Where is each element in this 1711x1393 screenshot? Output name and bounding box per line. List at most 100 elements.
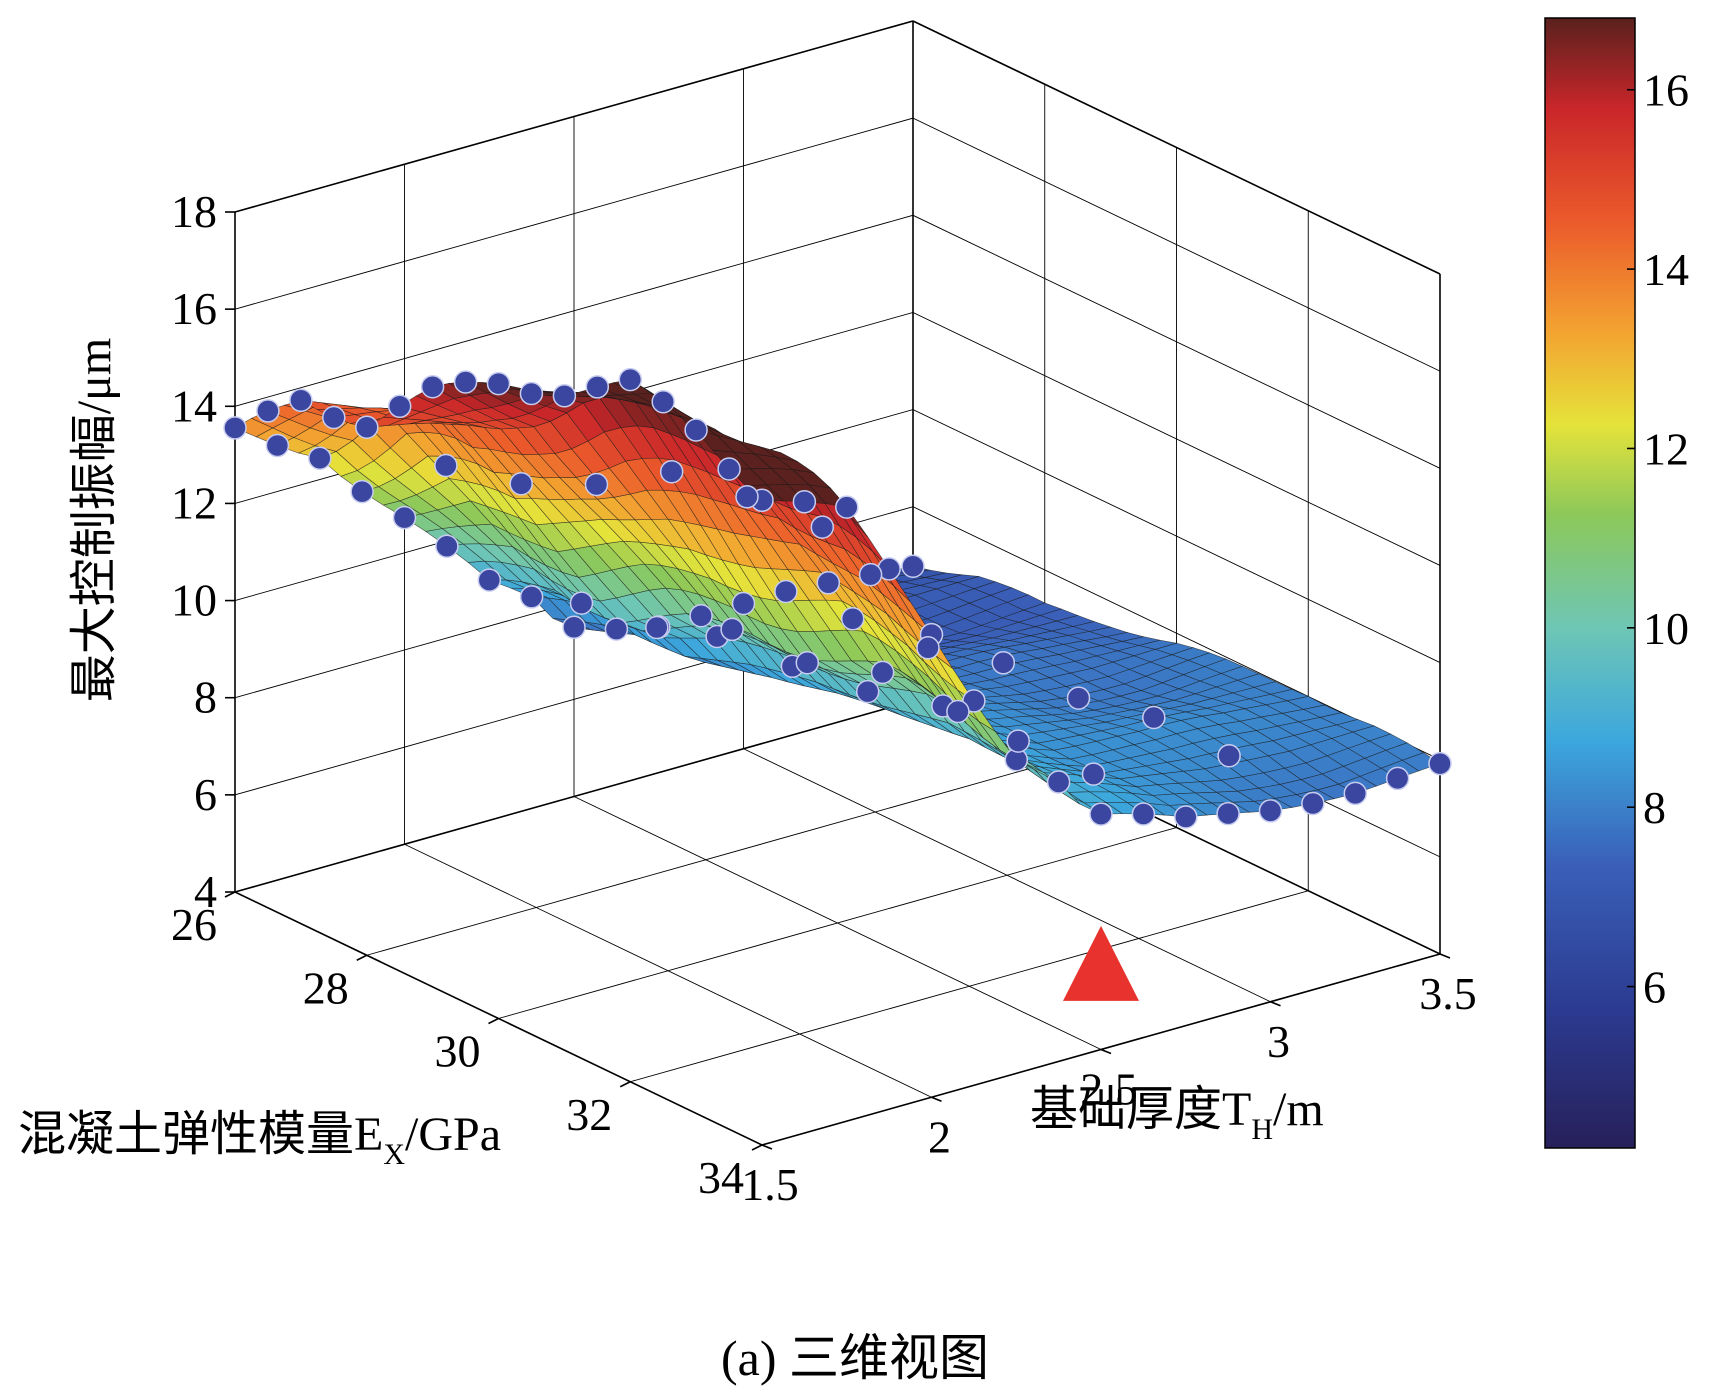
sample-marker (1046, 770, 1071, 794)
sample-marker (486, 371, 511, 396)
x-tick-mark (356, 954, 368, 961)
sample-marker (392, 505, 417, 530)
sample-marker (1385, 766, 1410, 791)
y-tick-mark (1270, 1001, 1281, 1007)
surface-plot (234, 379, 1441, 818)
colorbar-ticks: 6 8 10 12 14 16 (1627, 65, 1689, 1013)
sample-marker (265, 433, 290, 458)
y-tick-mark (1439, 953, 1451, 959)
sample-marker (792, 490, 817, 514)
z-tick-label: 14 (171, 380, 217, 431)
y-tick-label: 2 (928, 1111, 951, 1162)
sample-marker (350, 479, 374, 504)
y-tick-label: 1.5 (741, 1159, 799, 1210)
sample-marker (946, 699, 970, 724)
z-tick-label: 18 (171, 186, 217, 237)
x-tick-label: 28 (303, 962, 349, 1013)
z-tick-label: 4 (194, 866, 217, 917)
x-tick-label: 34 (698, 1152, 744, 1203)
x-tick-mark (751, 1144, 763, 1151)
x-tick-mark (488, 1017, 499, 1025)
z-tick-label: 16 (171, 283, 217, 334)
sample-marker (651, 389, 675, 414)
sample-marker (1258, 799, 1283, 823)
sample-marker (810, 515, 835, 539)
sample-marker (1343, 781, 1368, 806)
colorbar-tick-label: 10 (1643, 603, 1689, 654)
sample-marker (816, 571, 841, 595)
z-grid-line (234, 20, 1441, 275)
sample-marker (659, 459, 684, 484)
z-tick-label: 8 (194, 672, 217, 723)
x-tick-mark (224, 891, 236, 898)
sample-marker (453, 370, 478, 394)
sample-marker (519, 585, 544, 609)
sample-marker (1081, 762, 1106, 786)
x-axis-ticks: 26 28 30 32 34 (171, 891, 763, 1203)
sample-marker (519, 381, 544, 406)
sample-marker (645, 615, 669, 640)
sample-marker (585, 375, 610, 399)
colorbar-scale (1544, 17, 1636, 1149)
colorbar-tick-label: 14 (1643, 244, 1689, 295)
y-tick-mark (1100, 1048, 1112, 1055)
x-axis-label: 混凝土弹性模量EX/GPa (18, 1108, 501, 1171)
z-axis-label: 最大控制振幅/μm (68, 338, 121, 702)
z-tick-label: 6 (194, 769, 217, 820)
colorbar-tick-label: 16 (1643, 65, 1689, 116)
sample-marker (991, 651, 1016, 675)
sample-marker (1131, 802, 1156, 826)
sample-marker (1142, 705, 1166, 730)
sample-marker (916, 636, 940, 660)
sample-marker (435, 534, 459, 558)
y-tick-label: 3 (1267, 1016, 1290, 1067)
sample-marker (289, 388, 313, 413)
sample-marker (1216, 801, 1240, 826)
y-grid-line (573, 116, 1102, 1050)
sample-marker (870, 660, 895, 685)
sample-marker (858, 562, 883, 587)
x-tick-mark (619, 1081, 631, 1088)
y-tick-mark (761, 1144, 773, 1150)
colorbar: 6 8 10 12 14 16 (1544, 17, 1689, 1149)
y-tick-label: 3.5 (1419, 968, 1477, 1019)
sample-marker (1089, 802, 1113, 826)
sample-marker (604, 617, 629, 641)
sample-marker (569, 591, 594, 615)
sample-marker (684, 418, 708, 442)
sample-marker (1217, 743, 1241, 768)
sample-marker (223, 416, 247, 440)
colorbar-tick-label: 6 (1643, 962, 1666, 1013)
sample-marker (689, 603, 713, 628)
sample-marker (1174, 805, 1198, 829)
sample-marker (256, 399, 280, 423)
z-axis-ticks: 4 6 8 10 12 14 16 18 (171, 186, 235, 917)
sample-marker (562, 615, 586, 640)
sample-marker (1428, 751, 1452, 776)
sample-marker (322, 405, 346, 430)
y-grid-line (404, 164, 932, 1098)
sample-marker (1301, 791, 1325, 816)
z-tick-label: 10 (171, 575, 217, 626)
sample-marker (434, 453, 458, 478)
sample-marker (720, 617, 744, 642)
sample-marker (420, 374, 445, 399)
sample-marker (855, 679, 880, 704)
x-tick-label: 26 (171, 899, 217, 950)
z-grid-line (234, 117, 1441, 372)
y-tick-mark (931, 1096, 942, 1102)
z-tick-label: 12 (171, 477, 217, 528)
sample-marker (901, 554, 925, 578)
sample-marker (840, 607, 865, 631)
sample-marker (387, 394, 412, 419)
y-grid-line (743, 68, 1271, 1003)
y-axis-label: 基础厚度TH/m (1030, 1083, 1324, 1146)
sample-marker (735, 485, 759, 509)
sample-marker (355, 415, 379, 439)
colorbar-tick-label: 8 (1643, 782, 1666, 833)
marker-point-triangle (1063, 925, 1139, 1001)
sample-marker (795, 650, 820, 675)
y-tick-label: 2.5 (1080, 1064, 1138, 1115)
sample-marker (1066, 686, 1091, 710)
